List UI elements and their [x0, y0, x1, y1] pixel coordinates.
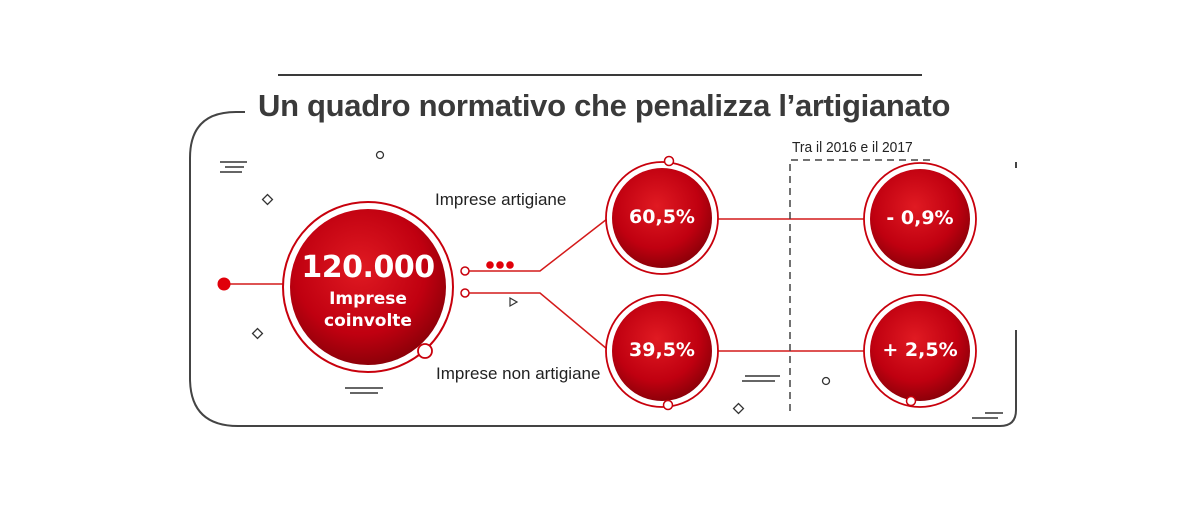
decor-diamond-left-bottom: [251, 327, 264, 340]
change-value-artigiane: - 0,9%: [886, 207, 954, 229]
ellipsis-dots: [486, 261, 514, 269]
start-dot: [217, 277, 231, 291]
decor-dashes-bottom-mid: [345, 387, 383, 394]
share-value-artigiane: 60,5%: [629, 206, 695, 228]
total-circle: [282, 201, 454, 373]
decor-dashes-bottom-right: [972, 412, 1003, 419]
frame-border: [189, 111, 1017, 427]
decor-diamond-bottom: [732, 402, 745, 415]
decor-diamond-left-top: [261, 193, 274, 206]
period-label: Tra il 2016 e il 2017: [792, 139, 913, 156]
group-label-non-artigiane: Imprese non artigiane: [436, 364, 601, 383]
decor-dashes-top-left: [220, 161, 247, 173]
decor-triangle-icon: [509, 296, 519, 308]
total-caption-line2: coinvolte: [324, 311, 412, 331]
change-circle-non-artigiane: [863, 294, 977, 408]
group-label-artigiane: Imprese artigiane: [435, 190, 567, 209]
decor-dashes-right-mid: [742, 375, 780, 382]
share-circle-artigiane: [605, 155, 719, 275]
change-value-non-artigiane: + 2,5%: [882, 339, 958, 361]
share-circle-non-artigiane: [605, 294, 719, 411]
page-title: Un quadro normativo che penalizza l’arti…: [258, 88, 951, 123]
decor-ring-right: [821, 376, 831, 386]
change-circle-artigiane: [863, 162, 977, 276]
connector-lines: [226, 218, 868, 352]
share-value-non-artigiane: 39,5%: [629, 339, 695, 361]
total-caption-line1: Imprese: [329, 289, 407, 309]
decor-ring-small: [375, 150, 385, 160]
total-caption: Imprese coinvolte: [283, 288, 453, 332]
total-value: 120.000: [301, 250, 435, 285]
connector-nodes: [460, 266, 470, 298]
